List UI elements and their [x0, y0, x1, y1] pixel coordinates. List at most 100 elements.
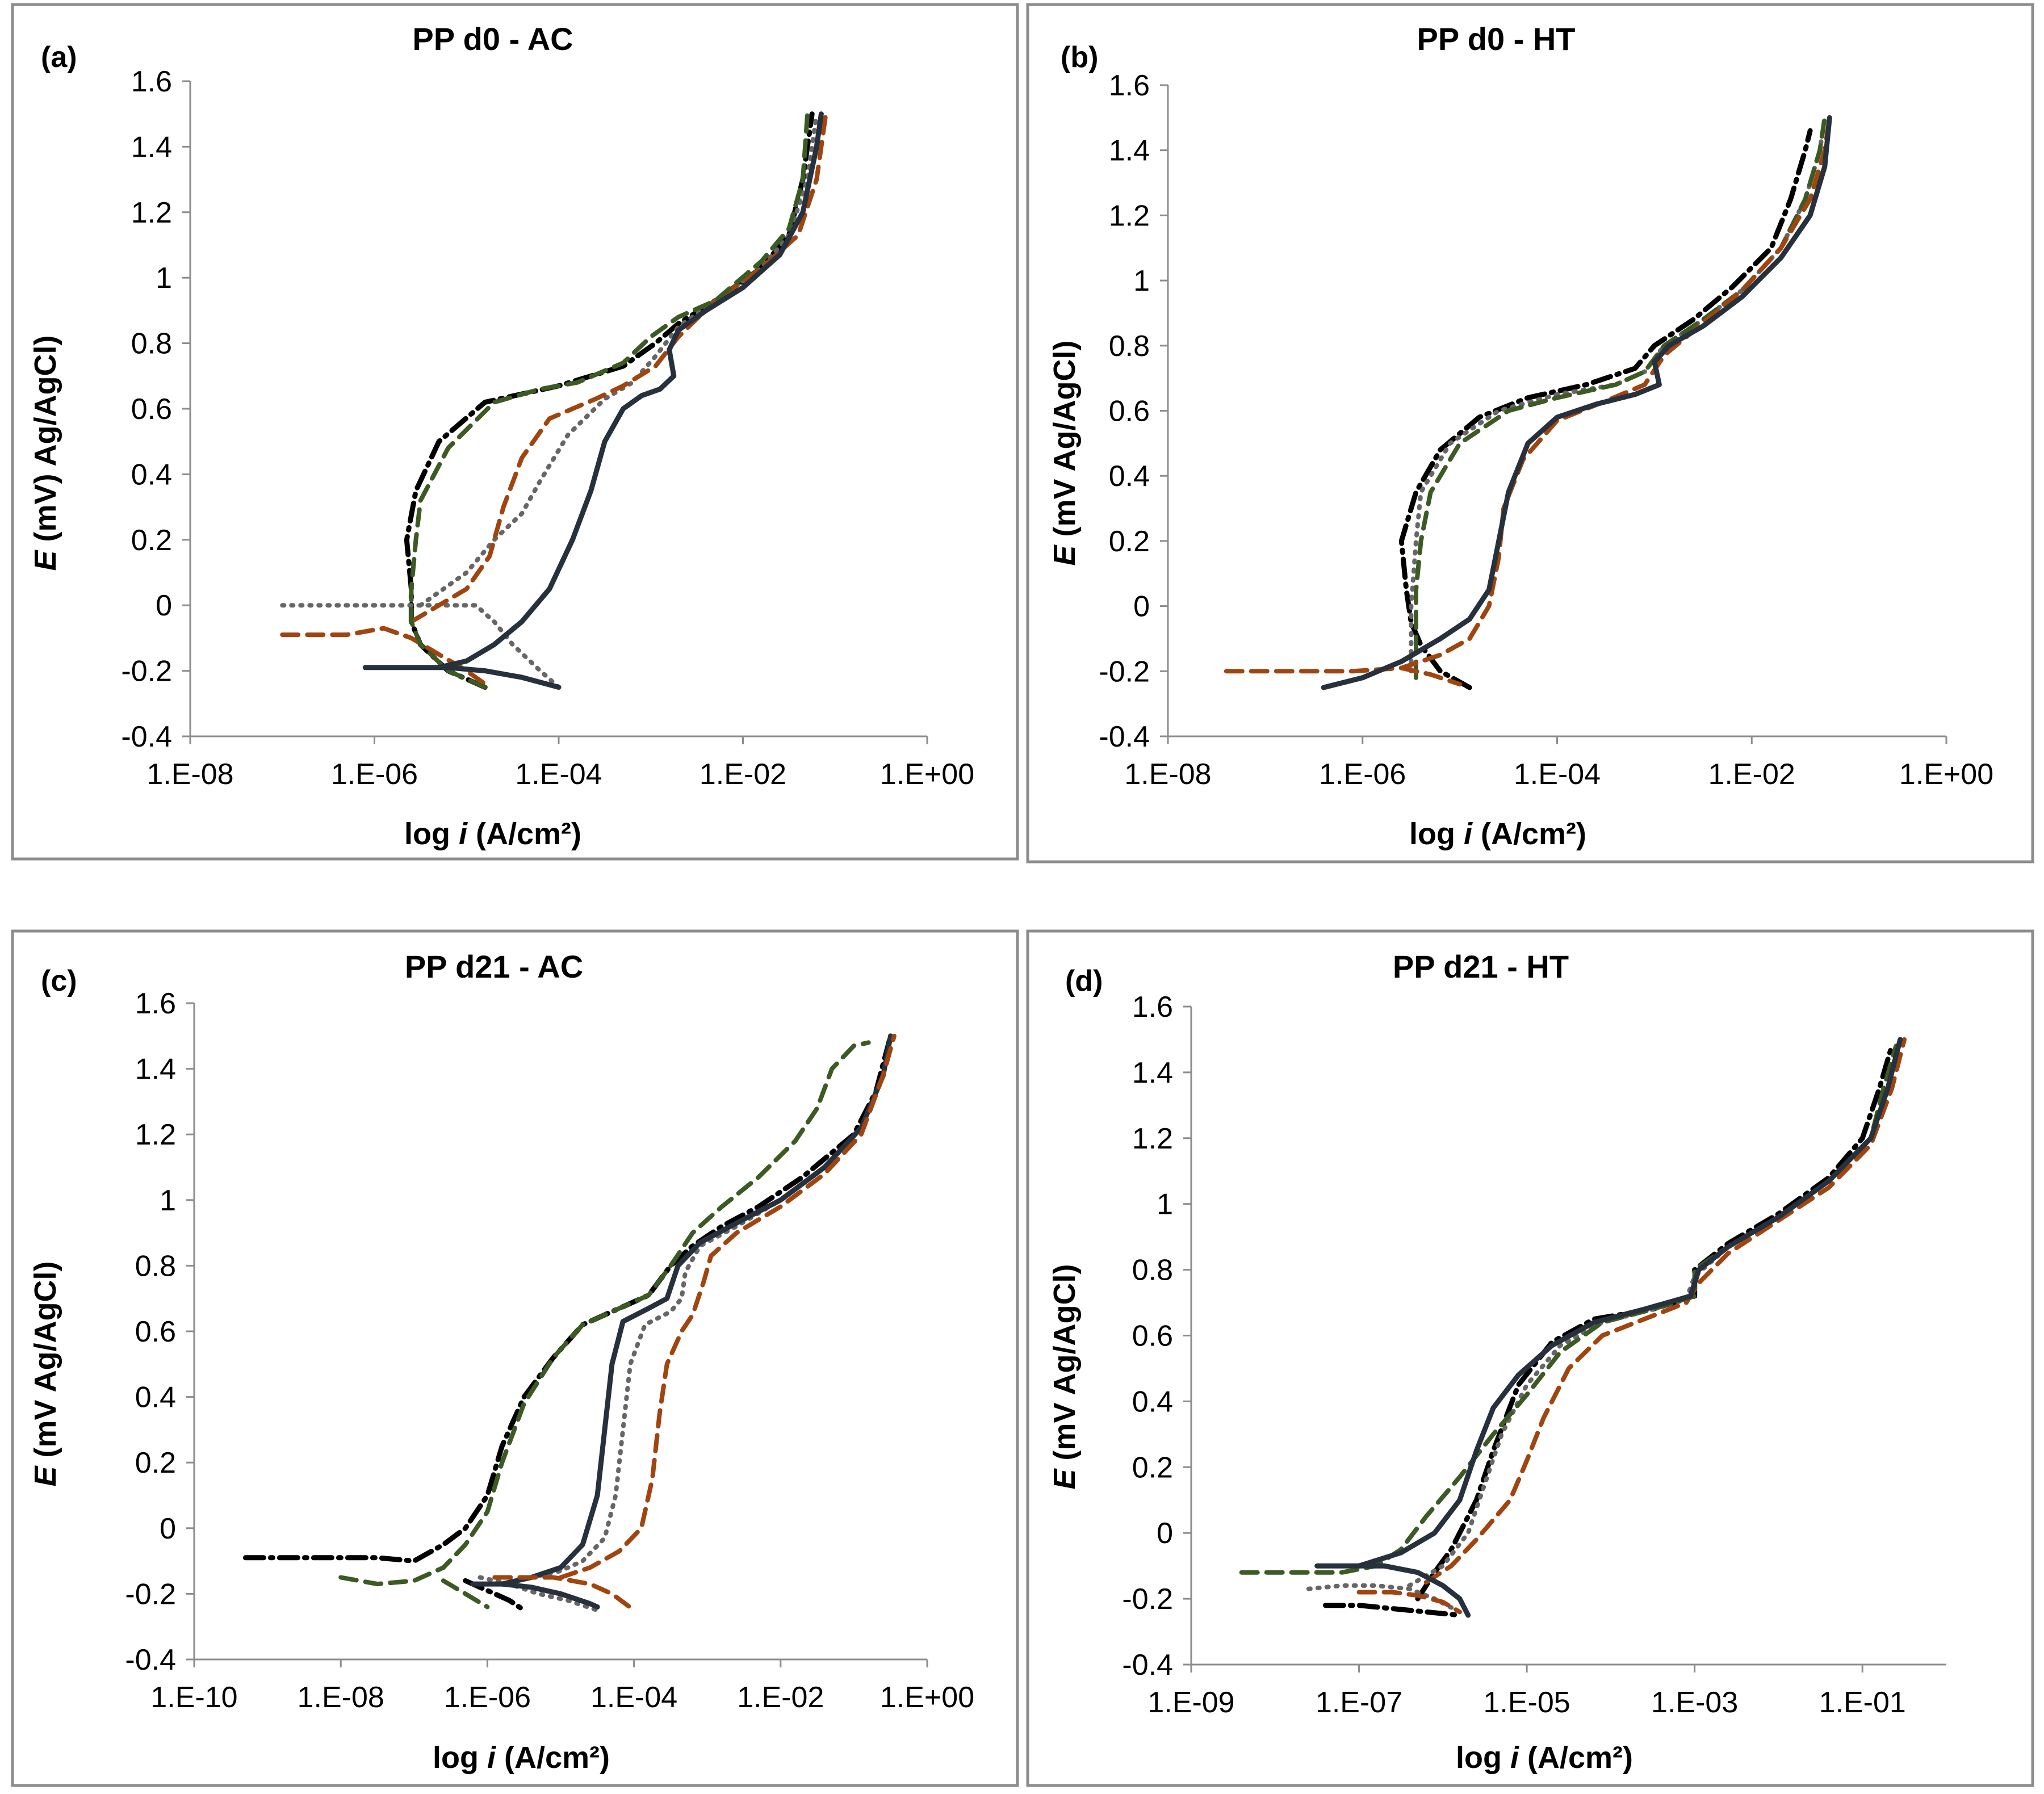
series-line-navy-solid — [436, 111, 824, 670]
panel-b: (b) PP d0 - HT -0.4 -0.2 0 0.2 0.4 0.6 0.8 1 1.2… — [1026, 3, 2034, 864]
panel-b-y-axis-title: E (mV Ag/AgCl) — [1048, 341, 1082, 566]
panel-d-plot: -0.4 -0.2 0 0.2 0.4 0.6 0.8 1 1.2 1.4 1.6 1.E-09 1.E… — [1122, 991, 1946, 1719]
y-tick-label: -0.2 — [121, 655, 172, 688]
y-tick-label: 1.2 — [131, 196, 172, 229]
x-tick-label: 1.E+00 — [1899, 758, 1993, 791]
y-tick-label: 0.2 — [131, 524, 172, 557]
x-tick-label: 1.E-08 — [146, 758, 233, 791]
panel-d-x-axis-title-prefix: log — [1456, 1741, 1510, 1775]
series-line-orange-dashed — [1399, 665, 1463, 687]
y-tick-label: 1 — [156, 262, 172, 295]
x-tick-label: 1.E-10 — [150, 1681, 237, 1714]
series-line-orange-dashed — [1423, 1037, 1907, 1585]
y-tick-label: 0.6 — [1109, 395, 1150, 428]
x-tick-label: 1.E-02 — [1708, 758, 1795, 791]
y-tick-label: 0.8 — [1109, 330, 1150, 363]
panel-c-x-axis-title-unit: (A/cm²) — [496, 1741, 610, 1775]
y-tick-label: -0.2 — [1099, 655, 1150, 688]
panel-d-y-axis-title: E (mV Ag/AgCl) — [1048, 1264, 1082, 1490]
y-tick-label: 0.4 — [131, 458, 172, 491]
series-line-grey-dotted — [1306, 1583, 1462, 1615]
y-tick-label: 1.4 — [1132, 1057, 1173, 1089]
panel-d-y-axis-title-variable: E — [1048, 1468, 1082, 1490]
series-line-orange-dashed — [280, 626, 488, 686]
series-line-navy-solid — [470, 1581, 600, 1609]
y-tick-label: 0.6 — [1132, 1320, 1173, 1353]
series-line-orange-dashed — [1224, 115, 1832, 674]
x-tick-label: 1.E-03 — [1651, 1686, 1738, 1719]
y-tick-label: -0.4 — [121, 720, 172, 753]
y-tick-label: 0.6 — [131, 393, 172, 426]
panel-c-x-axis-title-variable: i — [487, 1741, 496, 1775]
panel-a-frame — [11, 3, 1019, 861]
x-tick-label: 1.E-06 — [444, 1681, 531, 1714]
panel-b-plot: -0.4 -0.2 0 0.2 0.4 0.6 0.8 1 1.2 1.4 1.6 1.E-08 1.E… — [1099, 69, 1993, 791]
panel-a-x-axis-title-prefix: log — [404, 817, 459, 851]
x-tick-label: 1.E-07 — [1316, 1686, 1402, 1719]
panel-d-frame — [1026, 929, 2034, 1787]
y-tick-label: 1 — [1157, 1188, 1173, 1221]
series-line-green-dashed — [441, 1578, 490, 1609]
y-tick-label: 0.8 — [131, 328, 172, 361]
y-tick-label: 1.6 — [1132, 991, 1173, 1024]
y-tick-label: 0 — [1133, 590, 1150, 623]
y-tick-label: -0.2 — [1122, 1583, 1173, 1616]
y-tick-label: 0.8 — [1132, 1254, 1173, 1287]
series-line-black-dashdot — [242, 1033, 893, 1564]
panel-b-title: PP d0 - HT — [1417, 21, 1575, 57]
x-tick-label: 1.E-08 — [1124, 758, 1211, 791]
x-tick-label: 1.E-09 — [1147, 1686, 1234, 1719]
y-tick-label: 0.8 — [135, 1250, 176, 1282]
series-line-black-dashdot — [1322, 1603, 1463, 1618]
y-tick-label: 1.4 — [1109, 135, 1150, 167]
y-tick-label: 1.2 — [135, 1118, 176, 1151]
panel-d-x-axis-title-variable: i — [1510, 1741, 1519, 1775]
y-tick-label: 0 — [156, 589, 172, 622]
panel-d-title: PP d21 - HT — [1393, 949, 1569, 984]
y-tick-label: 0.4 — [1132, 1385, 1173, 1418]
x-tick-label: 1.E-04 — [590, 1681, 677, 1714]
y-tick-label: 1.2 — [1109, 199, 1150, 232]
panel-b-x-axis-title-prefix: log — [1409, 817, 1464, 851]
y-tick-label: -0.4 — [125, 1644, 176, 1676]
panel-a-y-axis-title-variable: E — [28, 549, 62, 571]
y-tick-label: 0.2 — [1132, 1451, 1173, 1484]
panel-b-x-axis-title-unit: (A/cm²) — [1472, 817, 1586, 851]
panel-a-x-axis-title-unit: (A/cm²) — [467, 817, 581, 851]
x-tick-label: 1.E-04 — [515, 758, 602, 791]
panel-c: (c) PP d21 - AC -0.4 -0.2 0 0.2 0.4 0.6 0.8 1 1.… — [11, 929, 1019, 1787]
panel-c-y-axis-title: E (mV Ag/AgCl) — [28, 1261, 62, 1487]
x-tick-label: 1.E-04 — [1514, 758, 1601, 791]
panel-b-y-axis-title-unit: (mV Ag/AgCl) — [1048, 341, 1082, 546]
x-tick-label: 1.E+00 — [880, 1681, 974, 1714]
panel-c-plot: -0.4 -0.2 0 0.2 0.4 0.6 0.8 1 1.2 1.4 1.6 1.E-10 1.E… — [125, 987, 974, 1714]
panel-d: (d) PP d21 - HT -0.4 -0.2 0 0.2 0.4 0.6 0.8 1 1.… — [1026, 929, 2034, 1787]
panel-a-label: (a) — [41, 41, 77, 74]
y-tick-label: 1.6 — [1109, 69, 1150, 102]
panel-c-title: PP d21 - AC — [405, 949, 583, 984]
y-tick-label: 0 — [160, 1512, 176, 1545]
series-line-orange-dashed — [409, 111, 828, 624]
panel-d-label: (d) — [1065, 965, 1103, 997]
panel-c-y-axis-title-unit: (mV Ag/AgCl) — [28, 1261, 62, 1466]
x-tick-label: 1.E+00 — [880, 758, 974, 791]
y-tick-label: 1.4 — [131, 131, 172, 164]
y-tick-label: 1.4 — [135, 1053, 176, 1086]
series-line-navy-solid — [1321, 115, 1832, 690]
panel-c-frame — [11, 929, 1019, 1787]
panel-a-x-axis-title-variable: i — [459, 817, 468, 851]
panel-a: (a) PP d0 - AC -0.4 -0.2 0 0.2 0.4 0.6 0.8 1 1.2… — [11, 3, 1019, 861]
x-tick-label: 1.E-02 — [737, 1681, 824, 1714]
panel-c-x-axis-title: log i (A/cm²) — [433, 1741, 610, 1775]
series-line-grey-dotted — [418, 111, 819, 608]
series-line-green-dashed — [338, 1040, 871, 1587]
y-tick-label: 1 — [160, 1184, 176, 1217]
y-tick-label: 1.6 — [131, 65, 172, 98]
series-line-green-dashed — [409, 111, 810, 690]
panel-b-y-axis-title-variable: E — [1048, 544, 1082, 566]
panel-b-x-axis-title: log i (A/cm²) — [1409, 817, 1586, 851]
series-line-navy-solid — [499, 1033, 893, 1587]
panel-d-x-axis-title: log i (A/cm²) — [1456, 1741, 1633, 1775]
y-tick-label: 0.4 — [1109, 460, 1150, 493]
